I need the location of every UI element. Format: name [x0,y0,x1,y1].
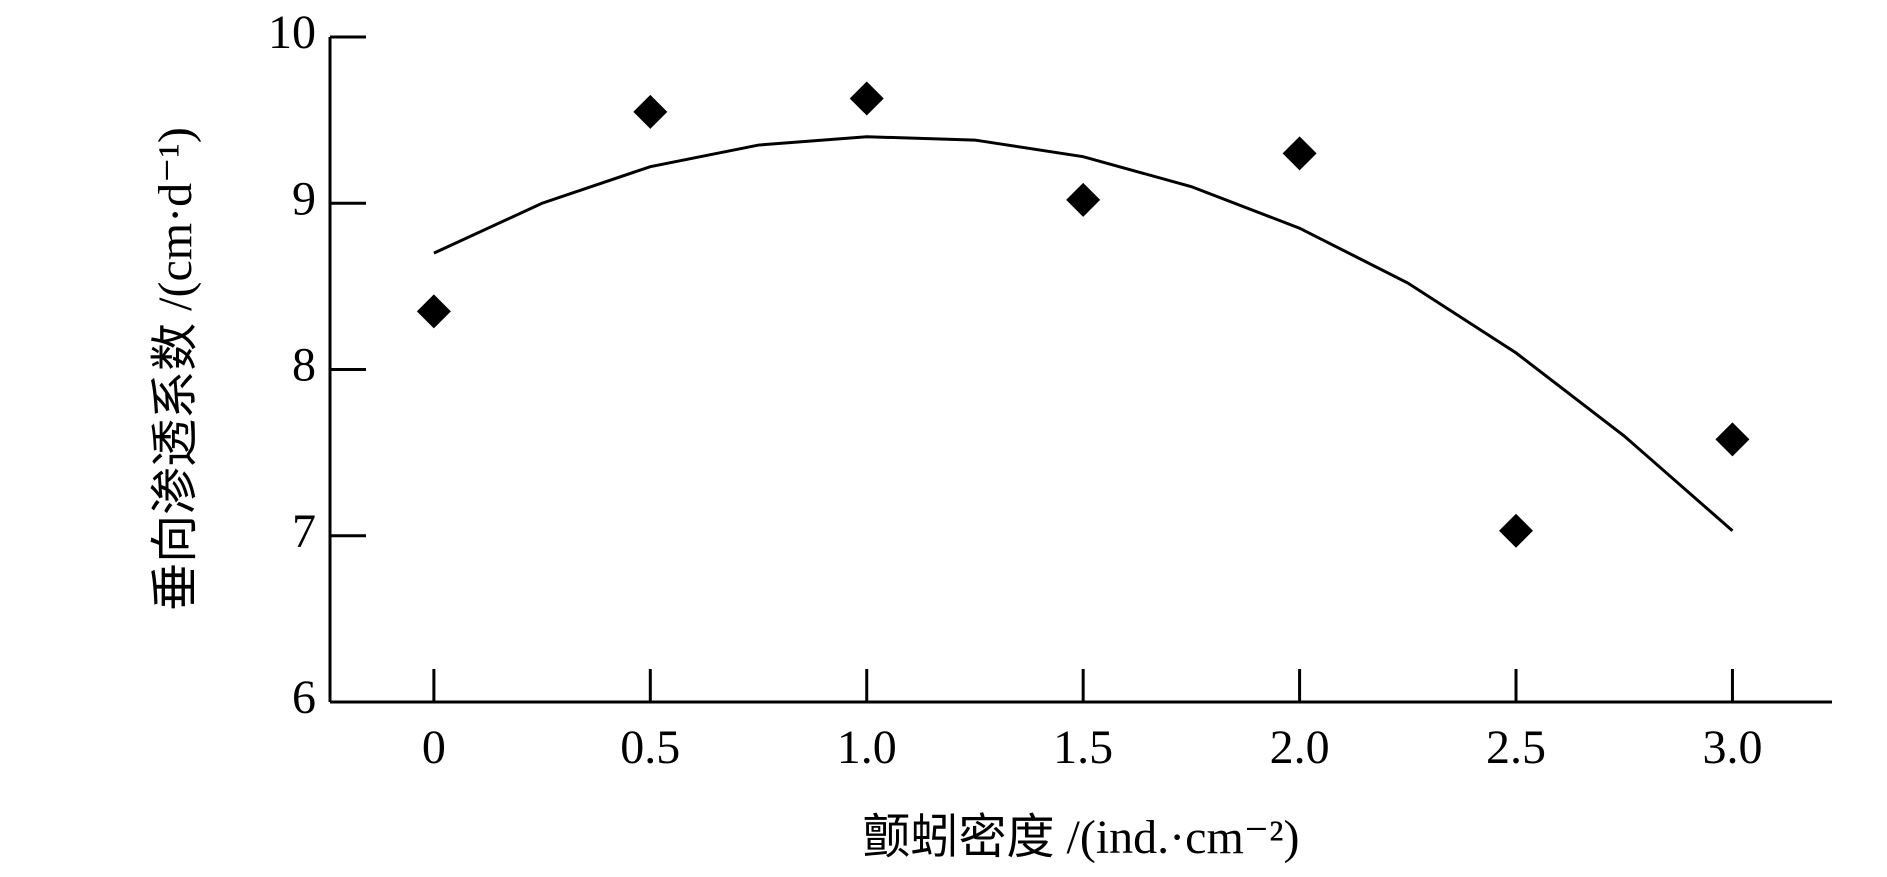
y-tick-label: 10 [268,6,316,59]
x-tick-label: 1.5 [1053,721,1113,774]
x-tick-label: 2.5 [1486,721,1546,774]
y-tick-label: 8 [292,339,316,392]
x-tick-label: 0.5 [620,721,680,774]
data-point [416,294,451,329]
data-point [1715,422,1750,457]
y-axis-label: 垂向渗透系数 /(cm·d⁻¹) [149,127,202,611]
x-tick-label: 2.0 [1270,721,1330,774]
y-tick-label: 6 [292,671,316,724]
data-point [1499,513,1534,548]
data-point [849,81,884,116]
fit-curve [433,135,1734,532]
data-point [1282,136,1317,171]
x-tick-label: 0 [422,721,446,774]
data-point [1066,182,1101,217]
y-tick-label: 9 [292,172,316,225]
x-axis-label: 颤蚓密度 /(ind.·cm⁻²) [863,811,1300,864]
x-tick-label: 3.0 [1702,721,1762,774]
y-tick-label: 7 [292,505,316,558]
data-point [633,94,668,129]
x-tick-label: 1.0 [837,721,897,774]
